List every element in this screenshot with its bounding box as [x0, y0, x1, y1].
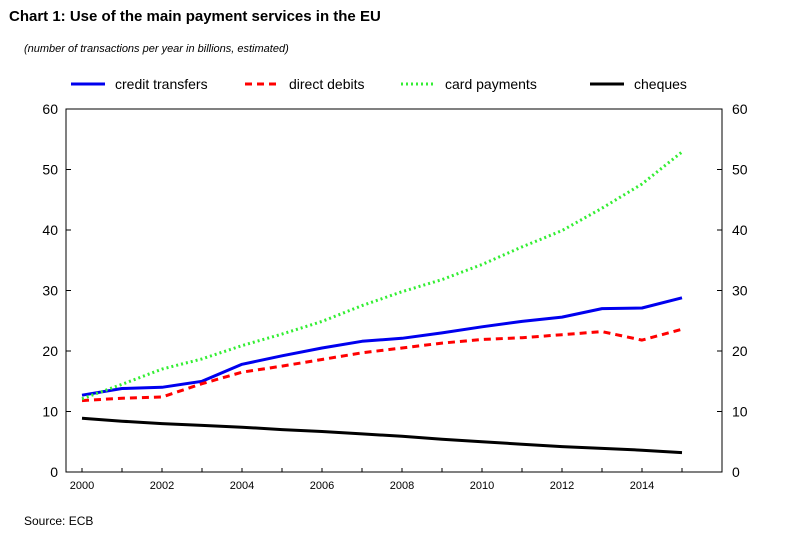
- legend: credit transfers direct debits card paymen…: [71, 76, 687, 92]
- y-tick-label-right: 0: [732, 464, 740, 480]
- y-axis-right: 0 10 20 30 40 50 60: [717, 101, 748, 480]
- y-tick-label-left: 50: [42, 162, 58, 178]
- chart-title: Chart 1: Use of the main payment service…: [9, 8, 381, 25]
- y-tick-label-right: 10: [732, 404, 748, 420]
- legend-label-credit-transfers: credit transfers: [115, 76, 208, 92]
- y-axis-left: 0 10 20 30 40 50 60: [42, 101, 71, 480]
- x-tick-label: 2012: [550, 480, 574, 492]
- series-line-cheques: [81, 416, 683, 455]
- y-tick-label-right: 40: [732, 222, 748, 238]
- y-tick-label-left: 60: [42, 101, 58, 117]
- x-tick-label: 2002: [150, 480, 174, 492]
- series-lines: [81, 150, 683, 455]
- series-line-direct-debits: [81, 327, 683, 403]
- chart-subtitle: (number of transactions per year in bill…: [24, 43, 289, 55]
- y-tick-label-left: 40: [42, 222, 58, 238]
- x-tick-label: 2000: [70, 480, 94, 492]
- y-tick-label-left: 20: [42, 343, 58, 359]
- legend-label-direct-debits: direct debits: [289, 76, 364, 92]
- legend-label-cheques: cheques: [634, 76, 687, 92]
- plot-frame: [65, 108, 723, 473]
- x-tick-label: 2004: [230, 480, 254, 492]
- y-tick-label-right: 30: [732, 283, 748, 299]
- series-line-card-payments: [81, 150, 683, 401]
- x-tick-label: 2006: [310, 480, 334, 492]
- y-tick-label-left: 30: [42, 283, 58, 299]
- y-tick-label-left: 0: [50, 464, 58, 480]
- y-tick-label-left: 10: [42, 404, 58, 420]
- x-tick-label: 2008: [390, 480, 414, 492]
- legend-label-card-payments: card payments: [445, 76, 537, 92]
- series-line-credit-transfers: [81, 296, 683, 397]
- y-tick-label-right: 20: [732, 343, 748, 359]
- x-tick-label: 2014: [630, 480, 654, 492]
- source-note: Source: ECB: [24, 514, 94, 528]
- y-tick-label-right: 50: [732, 162, 748, 178]
- x-axis: 2000 2002 2004 2006 2008 2010 2012 2014: [70, 468, 683, 492]
- y-tick-label-right: 60: [732, 101, 748, 117]
- x-tick-label: 2010: [470, 480, 494, 492]
